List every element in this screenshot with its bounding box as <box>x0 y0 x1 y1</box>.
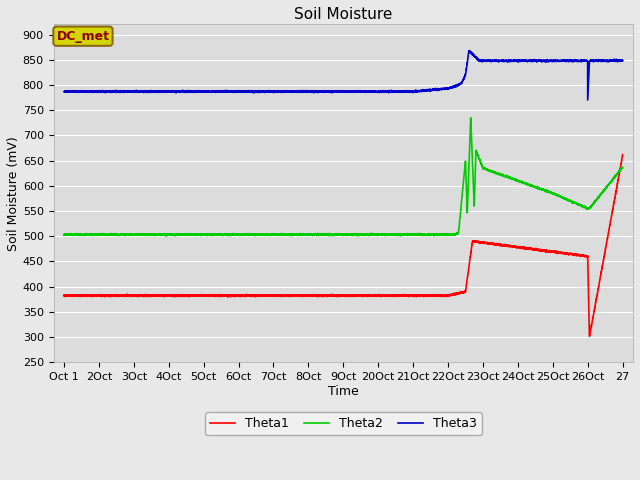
Legend: Theta1, Theta2, Theta3: Theta1, Theta2, Theta3 <box>205 412 482 435</box>
Theta2 <box>60 232 68 238</box>
Theta3 <box>584 97 591 103</box>
Theta2 <box>619 165 627 170</box>
Line: Theta2: Theta2 <box>64 118 623 236</box>
Theta1 <box>274 292 282 298</box>
Theta1 <box>520 245 527 251</box>
Theta1 <box>586 334 593 339</box>
Theta3 <box>395 89 403 95</box>
Theta2 <box>424 232 431 238</box>
Theta3 <box>619 58 627 64</box>
Theta1 <box>60 292 68 298</box>
Theta1 <box>424 292 431 298</box>
Theta2 <box>274 231 282 237</box>
Theta1 <box>162 292 170 298</box>
Theta3 <box>424 88 431 94</box>
Line: Theta1: Theta1 <box>64 155 623 336</box>
Theta3 <box>60 89 68 95</box>
Theta2 <box>520 180 527 185</box>
Y-axis label: Soil Moisture (mV): Soil Moisture (mV) <box>7 136 20 251</box>
Text: DC_met: DC_met <box>56 30 109 43</box>
Theta2 <box>329 233 337 239</box>
Title: Soil Moisture: Soil Moisture <box>294 7 392 22</box>
Theta3 <box>477 58 484 63</box>
Theta3 <box>162 89 170 95</box>
Theta1 <box>395 293 403 299</box>
Theta2 <box>162 231 170 237</box>
X-axis label: Time: Time <box>328 384 358 397</box>
Theta1 <box>477 240 484 245</box>
Theta3 <box>520 58 527 64</box>
Theta2 <box>467 115 475 120</box>
Theta2 <box>477 161 485 167</box>
Theta3 <box>274 88 282 94</box>
Line: Theta3: Theta3 <box>64 50 623 100</box>
Theta3 <box>465 48 473 53</box>
Theta2 <box>396 231 403 237</box>
Theta1 <box>619 152 627 157</box>
